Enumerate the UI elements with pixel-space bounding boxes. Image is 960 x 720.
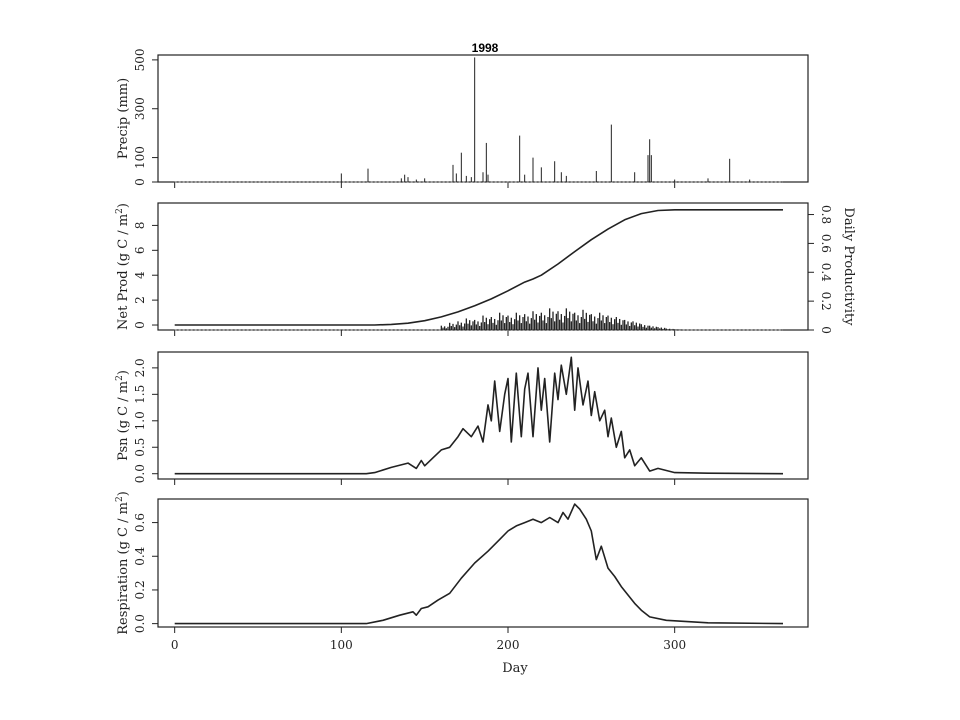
- resp-x-tick-label: 100: [330, 638, 353, 652]
- plot-frame-netprod: [157, 202, 809, 331]
- psn-y-tick-label: 2.0: [133, 358, 147, 377]
- netprod-curve: [174, 209, 783, 326]
- x-ticks-netprod: [174, 330, 676, 336]
- psn-y-tick-label: 1.0: [133, 411, 147, 430]
- x-axis-label: Day: [502, 661, 528, 676]
- y-axis-label-netprod: Net Prod (g C / m2): [115, 203, 131, 330]
- psn-y-tick-label: 0.5: [133, 438, 147, 457]
- psn-y-tick-label: 1.5: [133, 385, 147, 404]
- y-ticks-psn: 0.0 0.5 1.0 1.5 2.0: [133, 358, 158, 483]
- precip-y-tick-label: 300: [133, 97, 147, 120]
- daily-productivity-y-tick-label: 0.6: [819, 234, 833, 253]
- y-ticks-daily-productivity: 0 0.2 0.4 0.6 0.8: [808, 205, 833, 334]
- resp-x-tick-label: 0: [171, 638, 179, 652]
- resp-y-tick-label: 0.2: [133, 580, 147, 599]
- y-ticks-netprod: 0 2 4 6 8: [133, 222, 158, 329]
- y-ticks-respiration: 0.0 0.2 0.4 0.6: [133, 513, 158, 633]
- netprod-y-tick-label: 2: [133, 296, 147, 304]
- psn-curve: [174, 356, 784, 475]
- chart-title: 1998: [472, 41, 499, 55]
- y-ticks-precip: 0 100 300 500: [133, 48, 158, 186]
- y-axis-label-daily-productivity: Daily Productivity: [841, 207, 856, 326]
- psn-curve-group: [174, 356, 784, 475]
- y-axis-label-psn: Psn (g C / m2): [115, 370, 131, 461]
- plot-frame-precip: [157, 54, 809, 183]
- x-ticks-psn: [174, 479, 676, 485]
- resp-y-tick-label: 0.4: [133, 546, 147, 565]
- plot-frame-respiration: [157, 498, 809, 628]
- daily-productivity-y-tick-label: 0.8: [819, 205, 833, 224]
- respiration-curve: [174, 503, 784, 625]
- netprod-y-tick-label: 4: [133, 271, 147, 279]
- plot-frame-psn: [157, 351, 809, 480]
- netprod-curve-group: [174, 209, 783, 326]
- resp-y-tick-label: 0.6: [133, 513, 147, 532]
- precip-y-tick-label: 500: [133, 48, 147, 71]
- panel-respiration: Respiration (g C / m2) 0.0 0.2 0.4 0.6 0 100…: [115, 491, 809, 676]
- resp-x-tick-label: 300: [663, 638, 686, 652]
- netprod-y-tick-label: 8: [133, 222, 147, 230]
- y-axis-label-respiration: Respiration (g C / m2): [115, 491, 131, 635]
- daily-productivity-y-tick-label: 0.2: [819, 292, 833, 311]
- daily-productivity-y-tick-label: 0: [819, 326, 833, 334]
- precip-y-tick-label: 0: [133, 178, 147, 186]
- x-ticks-respiration: 0 100 200 300: [171, 627, 686, 652]
- respiration-curve-group: [174, 503, 784, 625]
- y-axis-label-precip: Precip (mm): [116, 78, 131, 159]
- resp-x-tick-label: 200: [497, 638, 520, 652]
- x-ticks-precip: [174, 182, 676, 188]
- netprod-y-tick-label: 6: [133, 246, 147, 254]
- psn-y-tick-label: 0.0: [133, 464, 147, 483]
- precip-bars: [174, 57, 783, 183]
- daily-productivity-y-tick-label: 0.4: [819, 263, 833, 282]
- netprod-y-tick-label: 0: [133, 321, 147, 329]
- panel-netprod: Net Prod (g C / m2) Daily Productivity 0…: [115, 202, 856, 336]
- daily-productivity-bars: [174, 308, 783, 331]
- panel-precip: 1998 Precip (mm) 0 100 300 500: [116, 41, 809, 188]
- resp-y-tick-label: 0.0: [133, 614, 147, 633]
- precip-y-tick-label: 100: [133, 146, 147, 169]
- panel-psn: Psn (g C / m2) 0.0 0.5 1.0 1.5 2.0: [115, 351, 809, 485]
